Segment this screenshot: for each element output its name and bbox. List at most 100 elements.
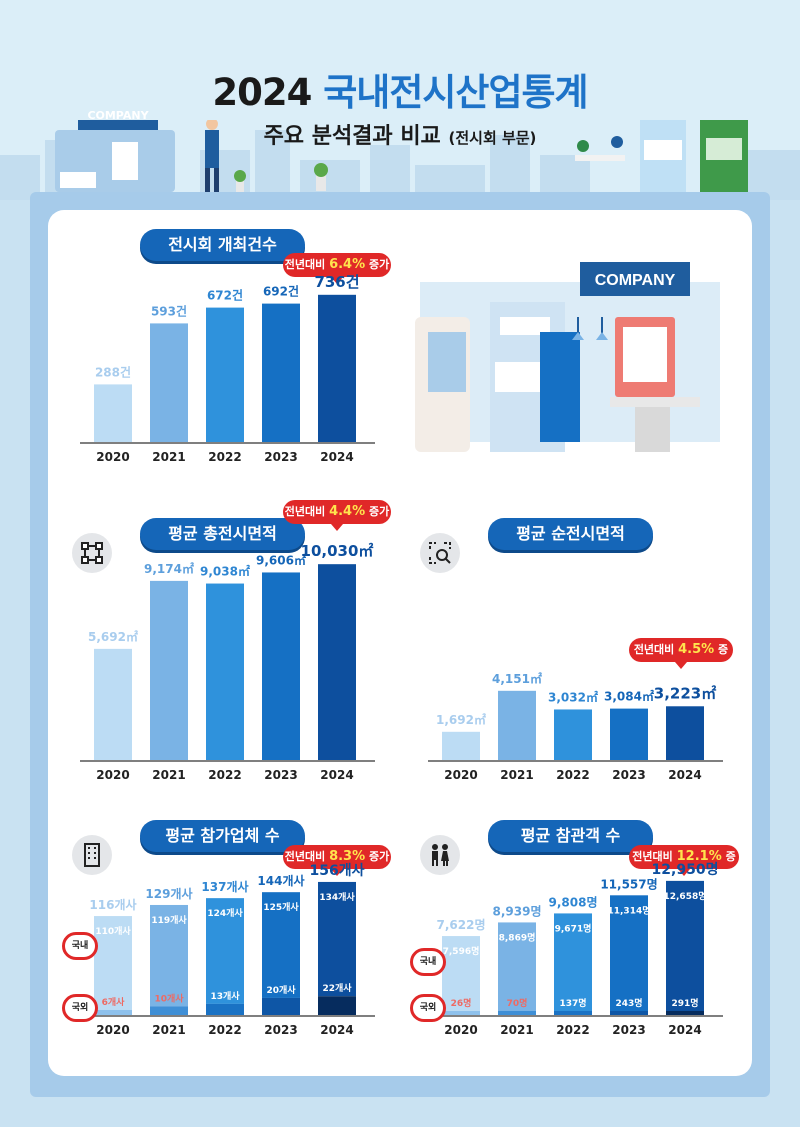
bar xyxy=(442,731,480,760)
x-tick-label: 2021 xyxy=(152,450,185,464)
legend-foreign-companies: 국외 xyxy=(62,994,98,1022)
section-title-gross-area: 평균 총전시면적 xyxy=(140,518,305,550)
x-tick-label: 2022 xyxy=(208,450,241,464)
bar-foreign xyxy=(610,1011,648,1015)
domestic-label: 7,596명 xyxy=(443,945,480,957)
bar xyxy=(94,384,132,442)
domestic-label: 8,869명 xyxy=(499,931,536,943)
bar-domestic xyxy=(498,922,536,1011)
x-tick-label: 2020 xyxy=(96,768,129,782)
data-label: 3,084㎡ xyxy=(604,689,654,704)
bar xyxy=(94,648,132,760)
bar xyxy=(498,690,536,760)
people-icon xyxy=(420,835,460,875)
foreign-label: 291명 xyxy=(671,997,698,1009)
x-tick-label: 2023 xyxy=(612,1023,645,1037)
x-tick-label: 2020 xyxy=(444,768,477,782)
data-label: 4,151㎡ xyxy=(492,671,542,686)
domestic-label: 124개사 xyxy=(207,907,243,919)
bar xyxy=(262,303,300,442)
domestic-label: 119개사 xyxy=(151,914,187,926)
x-tick-label: 2022 xyxy=(556,1023,589,1037)
page-title: 2024 국내전시산업통계 xyxy=(212,71,588,114)
frame-corners-icon xyxy=(72,533,112,573)
total-label: 8,939명 xyxy=(493,904,542,918)
building-icon xyxy=(72,835,112,875)
foreign-label: 6개사 xyxy=(102,996,126,1008)
data-label: 9,174㎡ xyxy=(144,561,194,576)
x-tick-label: 2021 xyxy=(500,1023,533,1037)
total-label: 12,950명 xyxy=(652,861,719,878)
domestic-label: 11,314명 xyxy=(607,904,650,916)
bar xyxy=(666,706,704,760)
data-label: 288건 xyxy=(95,364,131,379)
total-label: 129개사 xyxy=(145,886,192,901)
domestic-label: 12,658명 xyxy=(663,890,706,902)
x-tick-label: 2021 xyxy=(500,768,533,782)
bar-domestic xyxy=(150,904,188,1007)
legend-domestic-visitors: 국내 xyxy=(410,948,446,976)
domestic-label: 125개사 xyxy=(263,901,299,913)
data-label: 3,223㎡ xyxy=(654,684,716,702)
total-label: 144개사 xyxy=(257,873,304,888)
section-title-exhibitions: 전시회 개최건수 xyxy=(140,229,305,261)
badge-gross-area: 전년대비 4.4% 증가 xyxy=(283,500,391,531)
legend-foreign-visitors: 국외 xyxy=(410,994,446,1022)
x-tick-label: 2024 xyxy=(320,450,353,464)
x-tick-label: 2024 xyxy=(668,768,701,782)
x-tick-label: 2023 xyxy=(612,768,645,782)
foreign-label: 243명 xyxy=(615,997,642,1009)
chart-gross-area: 2020 5,692㎡ 2021 9,174㎡ 2022 9,038㎡ 2023 9,606㎡… xyxy=(80,542,375,782)
data-label: 672건 xyxy=(207,288,243,303)
bar-foreign xyxy=(262,997,300,1015)
bar xyxy=(262,572,300,760)
foreign-label: 20개사 xyxy=(266,984,296,996)
foreign-label: 137명 xyxy=(559,997,586,1009)
data-label: 9,606㎡ xyxy=(256,552,306,567)
data-label: 692건 xyxy=(263,284,299,299)
section-title-visitors: 평균 참관객 수 xyxy=(488,820,653,852)
bar xyxy=(318,294,356,442)
bar xyxy=(206,583,244,760)
data-label: 10,030㎡ xyxy=(301,542,374,560)
x-tick-label: 2022 xyxy=(208,1023,241,1037)
foreign-label: 10개사 xyxy=(154,992,184,1004)
x-tick-label: 2022 xyxy=(556,768,589,782)
data-label: 736건 xyxy=(314,273,359,291)
total-label: 7,622명 xyxy=(437,918,486,932)
x-tick-label: 2020 xyxy=(96,450,129,464)
bar-foreign xyxy=(94,1009,132,1015)
bar-foreign xyxy=(666,1011,704,1015)
header-banner: 2024 국내전시산업통계 주요 분석결과 비교 (전시회 부문) COMPAN… xyxy=(0,0,800,200)
x-tick-label: 2020 xyxy=(444,1023,477,1037)
company-sign-large: COMPANY xyxy=(595,272,676,289)
chart-net-area: 2020 1,692㎡ 2021 4,151㎡ 2022 3,032㎡ 2023 3,084㎡… xyxy=(428,671,723,782)
x-tick-label: 2020 xyxy=(96,1023,129,1037)
chart-exhibitions: 2020 288건 2021 593건 2022 672건 2023 692건 2024 736건 xyxy=(80,273,375,464)
total-label: 116개사 xyxy=(89,897,136,912)
section-title-companies: 평균 참가업체 수 xyxy=(140,820,305,852)
legend-domestic-companies: 국내 xyxy=(62,932,98,960)
badge-companies: 전년대비 8.3% 증가 xyxy=(283,845,391,876)
badge-exhibitions: 전년대비 6.4% 증가 xyxy=(283,253,391,284)
section-title-net-area: 평균 순전시면적 xyxy=(488,518,653,550)
domestic-label: 110개사 xyxy=(95,925,131,937)
domestic-label: 134개사 xyxy=(319,891,355,903)
x-tick-label: 2022 xyxy=(208,768,241,782)
badge-net-area: 전년대비 4.5% 증가 xyxy=(629,638,733,680)
x-tick-label: 2023 xyxy=(264,450,297,464)
total-label: 137개사 xyxy=(201,879,248,894)
total-label: 11,557명 xyxy=(600,877,657,891)
bar-domestic xyxy=(262,892,300,998)
magnify-area-icon xyxy=(420,533,460,573)
data-label: 3,032㎡ xyxy=(548,689,598,704)
bar-domestic xyxy=(94,916,132,1010)
x-tick-label: 2024 xyxy=(320,768,353,782)
bar-foreign xyxy=(442,1011,480,1015)
bar xyxy=(150,323,188,442)
bar xyxy=(206,307,244,442)
total-label: 9,808명 xyxy=(549,895,598,909)
bar-domestic xyxy=(554,913,592,1011)
data-label: 5,692㎡ xyxy=(88,629,138,644)
x-tick-label: 2021 xyxy=(152,768,185,782)
